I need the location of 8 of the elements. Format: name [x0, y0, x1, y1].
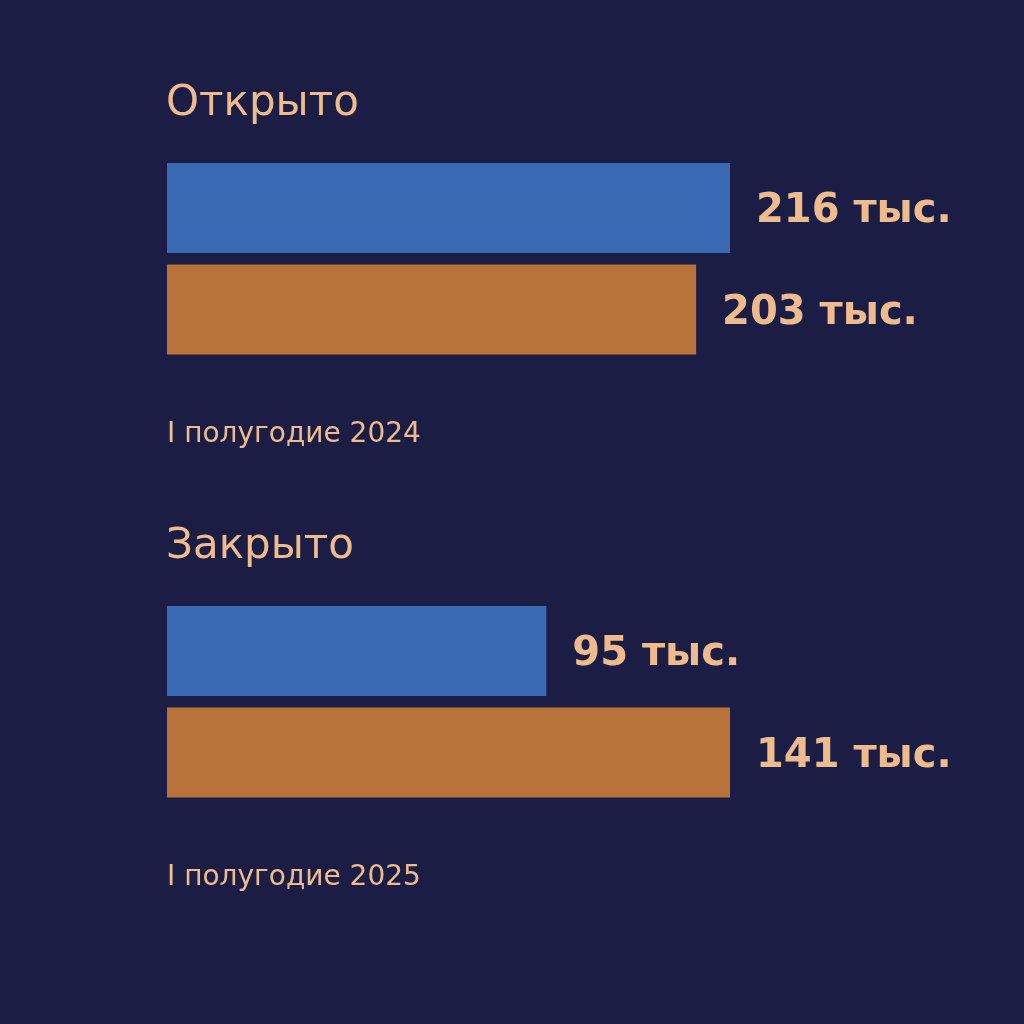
data-label: 203 тыс. [722, 286, 918, 333]
data-label: 95 тыс. [572, 628, 741, 674]
text: I полугодие 2025 [167, 859, 421, 892]
chart-title: Открыто [166, 76, 359, 125]
data-label: 141 тыс. [756, 729, 952, 776]
data-label: 216 тыс. [756, 185, 952, 231]
text: I полугодие 2024 [167, 416, 421, 449]
chart-title: Закрыто [166, 519, 355, 568]
